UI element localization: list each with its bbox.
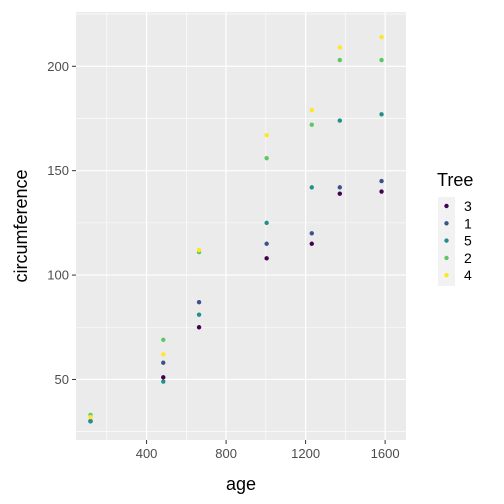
data-point-tree-1 [309, 231, 314, 236]
data-point-tree-1 [337, 185, 343, 190]
x-tick-label: 400 [136, 446, 158, 461]
data-point-tree-5 [337, 118, 343, 123]
legend-key-1 [444, 221, 449, 226]
data-point-tree-4 [264, 132, 269, 138]
data-point-tree-4 [379, 34, 384, 40]
data-point-tree-5 [161, 379, 166, 384]
legend-key-5 [444, 238, 449, 243]
major-gridlines [76, 12, 406, 440]
data-points [88, 34, 384, 424]
data-point-tree-5 [264, 220, 269, 226]
data-point-tree-4 [196, 247, 202, 253]
data-point-tree-2 [337, 57, 343, 63]
x-tick-label: 1600 [371, 446, 400, 461]
x-axis: 400 800 1200 1600 [136, 440, 400, 461]
x-tick-label: 800 [215, 446, 237, 461]
data-point-tree-4 [337, 45, 343, 50]
legend-label-1: 1 [464, 215, 472, 231]
data-point-tree-2 [161, 337, 166, 342]
data-point-tree-3 [264, 256, 269, 261]
data-point-tree-4 [161, 352, 166, 357]
legend-label-3: 3 [464, 198, 472, 214]
data-point-tree-1 [196, 300, 202, 305]
data-point-tree-2 [379, 57, 384, 63]
data-point-tree-1 [264, 241, 269, 246]
data-point-tree-5 [379, 112, 384, 117]
data-point-tree-5 [309, 185, 314, 190]
legend: Tree 31 524 [437, 170, 473, 286]
x-axis-title: age [226, 474, 256, 494]
panel-background [76, 12, 406, 440]
data-point-tree-1 [379, 178, 384, 184]
data-point-tree-3 [337, 191, 343, 196]
data-point-tree-5 [88, 419, 93, 424]
data-point-tree-4 [88, 414, 93, 420]
x-tick-label: 1200 [291, 446, 320, 461]
legend-key-2 [444, 255, 449, 261]
legend-key-4 [444, 273, 449, 278]
data-point-tree-3 [196, 325, 202, 330]
data-point-tree-3 [309, 241, 314, 246]
minor-gridlines [76, 12, 406, 440]
data-point-tree-3 [161, 375, 166, 380]
data-point-tree-4 [309, 107, 314, 113]
y-tick-label: 100 [47, 268, 69, 283]
legend-label-4: 4 [464, 267, 472, 283]
y-axis: 50 100 150 200 [47, 59, 76, 387]
data-point-tree-1 [161, 360, 166, 365]
data-point-tree-3 [379, 189, 384, 194]
y-axis-title: circumference [11, 169, 31, 282]
data-point-tree-2 [264, 155, 269, 161]
y-tick-label: 50 [55, 372, 69, 387]
y-tick-label: 150 [47, 163, 69, 178]
legend-key-3 [444, 203, 449, 209]
data-point-tree-2 [309, 122, 314, 127]
legend-title: Tree [437, 170, 473, 190]
y-tick-label: 200 [47, 59, 69, 74]
data-point-tree-5 [196, 312, 202, 317]
legend-label-2: 2 [464, 250, 472, 266]
legend-label-5: 5 [464, 233, 472, 249]
